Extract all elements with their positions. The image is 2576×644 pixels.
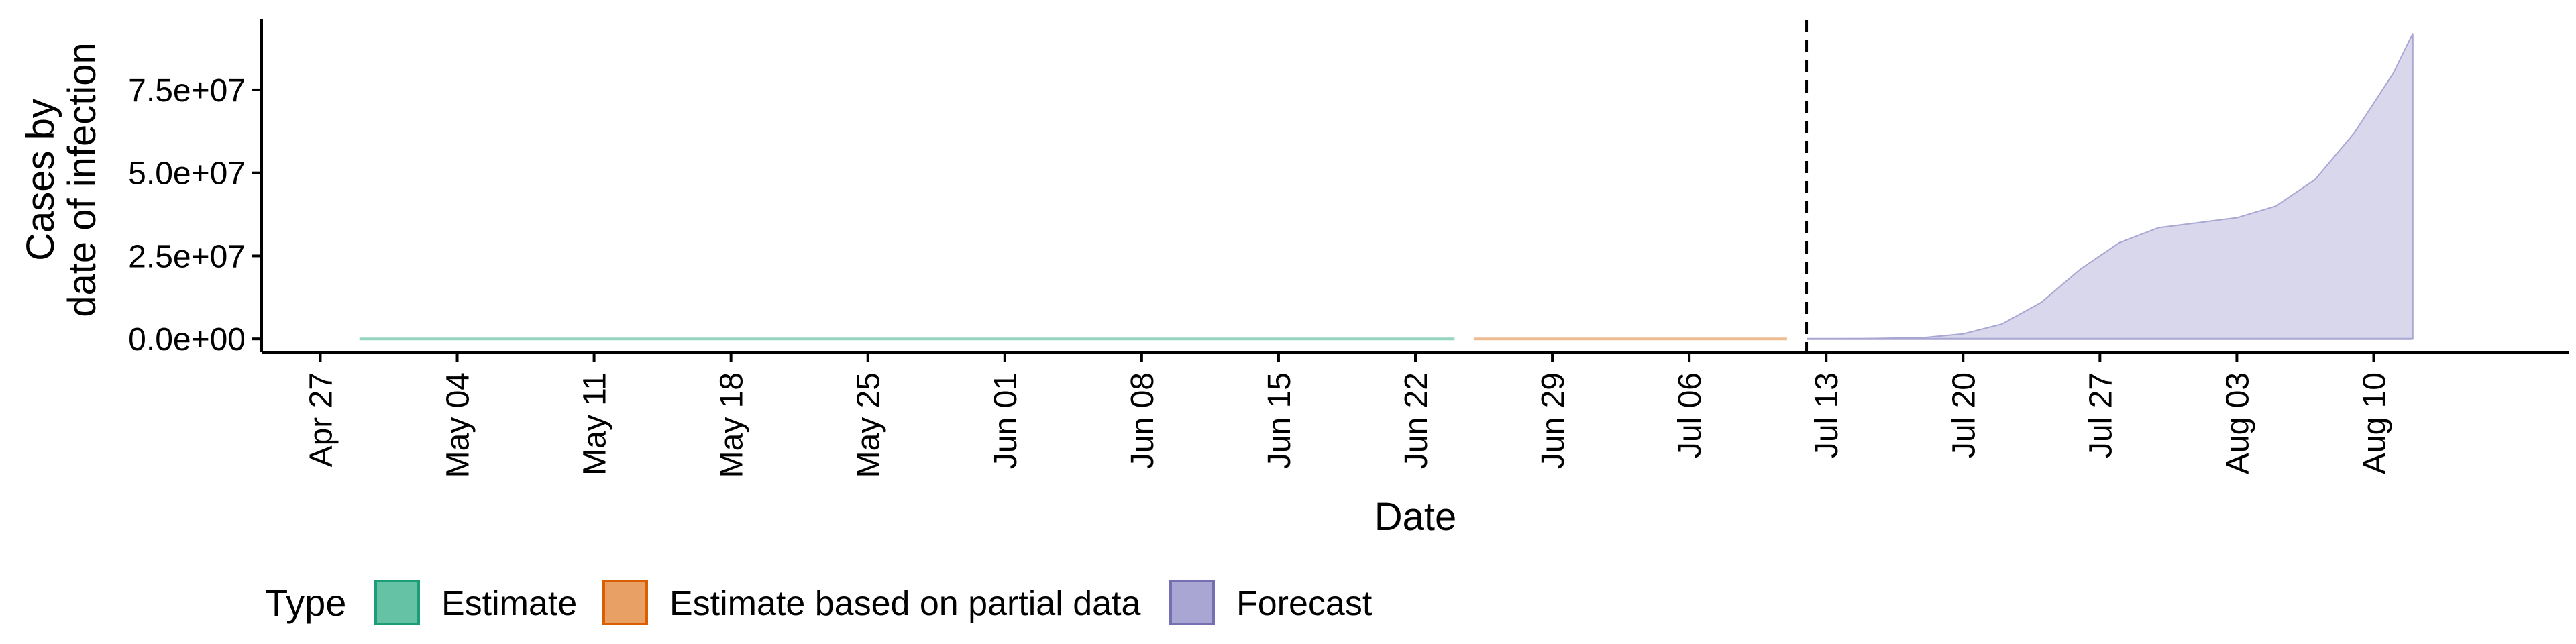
legend-title: Type (265, 582, 346, 624)
x-tick-label: Apr 27 (303, 372, 339, 467)
y-axis-title-line: date of infection (60, 42, 104, 317)
x-tick-label: Jun 15 (1262, 372, 1297, 469)
x-tick-label: Jun 22 (1399, 372, 1434, 469)
plot-area (359, 20, 2414, 359)
axes: 0.0e+00 2.5e+07 5.0e+07 7.5e+07 Apr 27 May 04… (19, 19, 2569, 539)
x-tick-label: Aug 10 (2357, 372, 2392, 474)
x-tick-label: Jun 08 (1125, 372, 1161, 469)
y-axis-title-line: Cases by (19, 99, 62, 261)
legend-key-1 (602, 580, 648, 625)
x-tick-label: Jul 27 (2083, 372, 2118, 458)
x-tick-label: May 25 (851, 372, 887, 478)
legend-label-1: Estimate based on partial data (669, 584, 1141, 623)
legend-key-2 (1169, 580, 1215, 625)
legend: Type Estimate Estimate based on partial da… (265, 580, 1373, 625)
x-tick-label: Jul 13 (1809, 372, 1845, 458)
x-tick-label: May 04 (441, 372, 476, 478)
y-axis-title: Cases bydate of infection (19, 42, 104, 317)
x-tick-label: Jun 29 (1536, 372, 1571, 469)
legend-label-2: Forecast (1236, 584, 1373, 623)
y-tick-label: 2.5e+07 (128, 239, 246, 274)
x-axis-title: Date (1375, 495, 1457, 539)
y-tick-label: 7.5e+07 (128, 73, 246, 109)
series-area-2 (1807, 33, 2414, 340)
x-tick-label: Jul 06 (1672, 372, 1708, 458)
y-tick-label: 0.0e+00 (128, 322, 246, 358)
x-tick-label: Jun 01 (988, 372, 1024, 469)
y-tick-label: 5.0e+07 (128, 156, 246, 192)
legend-key-0 (374, 580, 420, 625)
legend-label-0: Estimate (441, 584, 577, 623)
x-tick-label: May 11 (578, 372, 613, 476)
x-tick-label: Aug 03 (2220, 372, 2255, 474)
x-tick-label: May 18 (714, 372, 750, 478)
x-tick-label: Jul 20 (1946, 372, 1982, 458)
